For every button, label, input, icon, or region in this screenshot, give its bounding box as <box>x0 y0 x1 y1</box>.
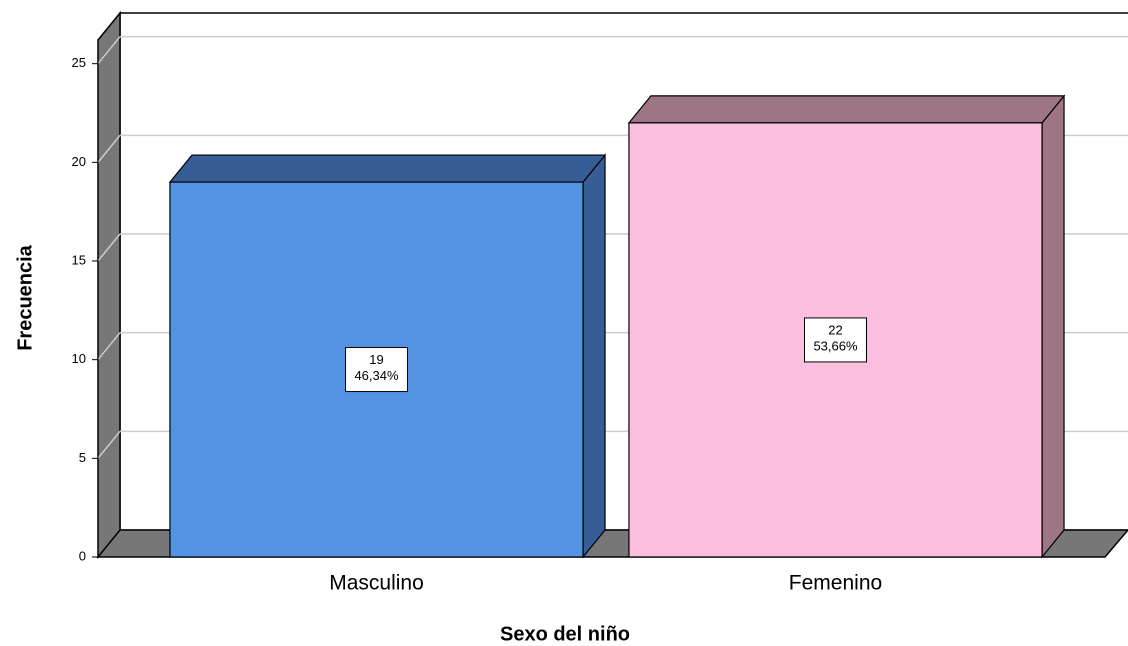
value-label: 19 <box>369 352 383 367</box>
grid-line <box>97 233 121 262</box>
y-tick-label: 5 <box>79 450 86 465</box>
value-label: 22 <box>828 322 842 337</box>
left-wall <box>97 10 121 560</box>
grid-line <box>97 134 121 163</box>
x-tick-label: Femenino <box>789 572 882 595</box>
bar-top <box>168 154 607 183</box>
x-axis-title: Sexo del niño <box>500 623 630 645</box>
grid-line <box>97 36 121 65</box>
y-tick-label: 25 <box>72 55 86 70</box>
y-axis-title: Frecuencia <box>14 244 36 350</box>
grid-line <box>97 332 121 361</box>
value-label-box <box>345 347 408 393</box>
percentage-label: 53,66% <box>813 338 858 353</box>
y-tick-label: 0 <box>79 548 86 563</box>
bar-top <box>627 95 1066 124</box>
x-tick-label: Masculino <box>329 572 424 595</box>
bar-side <box>582 153 606 559</box>
grid-line <box>97 430 121 459</box>
percentage-label: 46,34% <box>354 368 399 383</box>
bar-side <box>1041 94 1065 559</box>
value-label-box <box>804 317 867 363</box>
y-tick-label: 10 <box>72 351 86 366</box>
y-tick-label: 15 <box>72 252 86 267</box>
y-tick-label: 20 <box>72 154 86 169</box>
